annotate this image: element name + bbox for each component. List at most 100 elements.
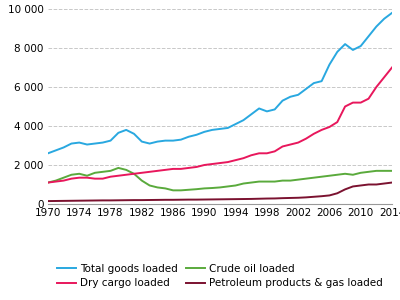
Petroleum products & gas loaded [100, 199, 105, 202]
Dry cargo loaded [69, 177, 74, 180]
Crude oil loaded [92, 171, 97, 175]
Dry cargo loaded [132, 172, 136, 175]
Crude oil loaded [350, 173, 355, 176]
Petroleum products & gas loaded [312, 195, 316, 199]
Petroleum products & gas loaded [140, 198, 144, 202]
Total goods loaded [272, 108, 277, 111]
Dry cargo loaded [241, 156, 246, 160]
Dry cargo loaded [382, 75, 386, 79]
Dry cargo loaded [54, 180, 58, 183]
Crude oil loaded [194, 188, 199, 191]
Dry cargo loaded [163, 168, 168, 172]
Petroleum products & gas loaded [296, 196, 300, 200]
Total goods loaded [54, 148, 58, 152]
Crude oil loaded [288, 179, 293, 182]
Petroleum products & gas loaded [366, 183, 371, 186]
Total goods loaded [343, 42, 348, 46]
Petroleum products & gas loaded [218, 197, 222, 201]
Crude oil loaded [272, 180, 277, 183]
Line: Total goods loaded: Total goods loaded [48, 13, 392, 153]
Total goods loaded [288, 95, 293, 98]
Crude oil loaded [296, 178, 300, 181]
Dry cargo loaded [61, 179, 66, 182]
Crude oil loaded [85, 174, 90, 178]
Dry cargo loaded [249, 153, 254, 157]
Total goods loaded [171, 139, 176, 142]
Total goods loaded [264, 110, 269, 113]
Total goods loaded [350, 48, 355, 52]
Dry cargo loaded [186, 166, 191, 170]
Total goods loaded [280, 99, 285, 102]
Total goods loaded [46, 152, 50, 155]
Petroleum products & gas loaded [241, 197, 246, 201]
Crude oil loaded [366, 170, 371, 174]
Crude oil loaded [319, 175, 324, 178]
Dry cargo loaded [280, 145, 285, 148]
Total goods loaded [366, 34, 371, 38]
Crude oil loaded [124, 168, 128, 172]
Petroleum products & gas loaded [327, 194, 332, 197]
Total goods loaded [147, 142, 152, 145]
Dry cargo loaded [46, 181, 50, 184]
Total goods loaded [116, 131, 121, 135]
Total goods loaded [163, 139, 168, 142]
Crude oil loaded [241, 182, 246, 185]
Crude oil loaded [327, 174, 332, 178]
Crude oil loaded [69, 173, 74, 176]
Crude oil loaded [210, 186, 214, 190]
Dry cargo loaded [366, 97, 371, 101]
Total goods loaded [155, 140, 160, 143]
Dry cargo loaded [140, 171, 144, 175]
Crude oil loaded [171, 188, 176, 192]
Total goods loaded [100, 141, 105, 144]
Total goods loaded [233, 122, 238, 126]
Crude oil loaded [218, 186, 222, 189]
Petroleum products & gas loaded [226, 197, 230, 201]
Crude oil loaded [335, 173, 340, 176]
Dry cargo loaded [327, 125, 332, 129]
Dry cargo loaded [85, 176, 90, 179]
Dry cargo loaded [390, 66, 394, 69]
Total goods loaded [85, 143, 90, 146]
Petroleum products & gas loaded [304, 196, 308, 199]
Petroleum products & gas loaded [249, 197, 254, 201]
Petroleum products & gas loaded [358, 184, 363, 187]
Petroleum products & gas loaded [233, 197, 238, 201]
Crude oil loaded [233, 184, 238, 187]
Crude oil loaded [155, 186, 160, 189]
Crude oil loaded [312, 176, 316, 179]
Total goods loaded [312, 81, 316, 85]
Total goods loaded [194, 133, 199, 136]
Dry cargo loaded [233, 158, 238, 162]
Petroleum products & gas loaded [186, 198, 191, 201]
Total goods loaded [335, 50, 340, 54]
Dry cargo loaded [226, 160, 230, 164]
Crude oil loaded [54, 179, 58, 182]
Petroleum products & gas loaded [374, 183, 379, 186]
Petroleum products & gas loaded [194, 198, 199, 201]
Petroleum products & gas loaded [272, 196, 277, 200]
Crude oil loaded [382, 169, 386, 172]
Petroleum products & gas loaded [171, 198, 176, 202]
Petroleum products & gas loaded [343, 188, 348, 191]
Total goods loaded [304, 87, 308, 91]
Dry cargo loaded [350, 101, 355, 104]
Dry cargo loaded [202, 163, 207, 167]
Total goods loaded [241, 118, 246, 122]
Total goods loaded [140, 140, 144, 143]
Petroleum products & gas loaded [335, 191, 340, 195]
Crude oil loaded [249, 181, 254, 184]
Total goods loaded [186, 135, 191, 139]
Petroleum products & gas loaded [61, 199, 66, 203]
Dry cargo loaded [296, 141, 300, 144]
Crude oil loaded [264, 180, 269, 183]
Petroleum products & gas loaded [69, 199, 74, 202]
Dry cargo loaded [116, 174, 121, 178]
Dry cargo loaded [358, 101, 363, 104]
Crude oil loaded [343, 172, 348, 175]
Dry cargo loaded [319, 128, 324, 132]
Crude oil loaded [304, 177, 308, 180]
Total goods loaded [390, 11, 394, 15]
Petroleum products & gas loaded [264, 197, 269, 200]
Line: Petroleum products & gas loaded: Petroleum products & gas loaded [48, 182, 392, 201]
